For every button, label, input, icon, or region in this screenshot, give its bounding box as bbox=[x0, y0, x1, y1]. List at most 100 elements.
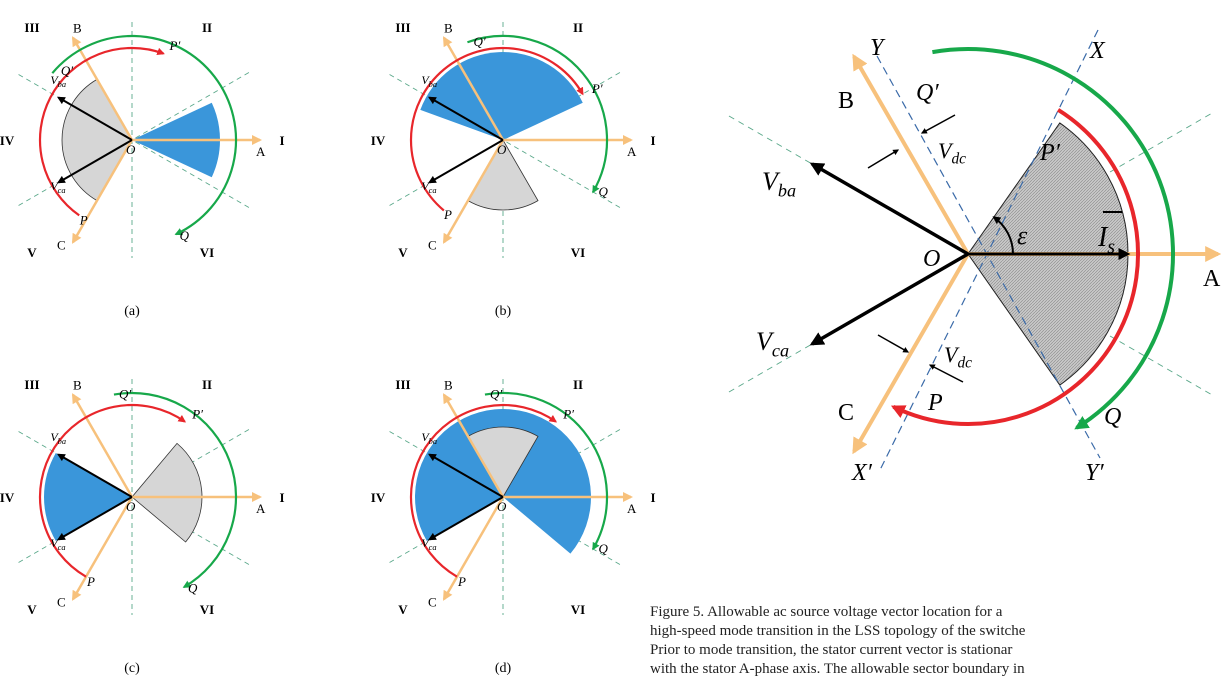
panel-caption-c: (c) bbox=[124, 661, 140, 676]
caption-line-3: Prior to mode transition, the stator cur… bbox=[650, 642, 1013, 658]
label-q-prime: Q′ bbox=[61, 63, 73, 78]
blue-sector bbox=[420, 52, 583, 141]
sector-label-i: I bbox=[650, 490, 655, 505]
sector-label-v: V bbox=[27, 245, 37, 260]
vector-vca bbox=[428, 496, 504, 541]
label-A: A bbox=[256, 144, 266, 159]
phase-axis-c bbox=[852, 253, 970, 455]
sector-label-iv: IV bbox=[371, 133, 386, 148]
sector-label-ii: II bbox=[573, 20, 583, 35]
label-q: Q bbox=[599, 184, 609, 199]
label-origin: O bbox=[126, 142, 136, 157]
sector-label-iv: IV bbox=[0, 133, 15, 148]
label-X: X bbox=[1089, 38, 1106, 64]
sector-label-vi: VI bbox=[200, 602, 214, 617]
phase-axis-b bbox=[852, 53, 970, 255]
sector-label-v: V bbox=[27, 602, 37, 617]
vector-vca bbox=[809, 252, 969, 346]
label-vca: Vca bbox=[421, 536, 436, 552]
sector-label-iii: III bbox=[395, 377, 410, 392]
phase-axis-c bbox=[442, 496, 505, 601]
label-p-prime: P′ bbox=[562, 407, 574, 422]
gray-sector bbox=[467, 426, 539, 498]
label-vba: Vba bbox=[421, 430, 437, 446]
label-P: P bbox=[927, 390, 943, 416]
green-arc bbox=[467, 34, 609, 194]
label-origin: O bbox=[126, 499, 136, 514]
label-vba: Vba bbox=[421, 73, 437, 89]
label-P-prime: P′ bbox=[1039, 140, 1061, 166]
panel-d bbox=[385, 379, 633, 615]
label-p-prime: P′ bbox=[169, 38, 181, 53]
panel-caption-d: (d) bbox=[495, 661, 512, 676]
red-arc bbox=[890, 108, 1141, 426]
red-arc bbox=[38, 403, 187, 578]
label-vca: Vca bbox=[50, 536, 65, 552]
label-vba: Vba bbox=[50, 73, 66, 89]
vector-vba bbox=[809, 162, 969, 256]
label-C: C bbox=[428, 238, 437, 253]
phase-axis-c bbox=[71, 496, 134, 601]
sector-label-vi: VI bbox=[571, 602, 585, 617]
label-C: C bbox=[57, 238, 66, 253]
label-p-prime: P′ bbox=[591, 81, 603, 96]
label-p: P bbox=[79, 212, 88, 227]
vdc-arrow-4 bbox=[928, 364, 964, 383]
sector-label-iii: III bbox=[24, 377, 39, 392]
caption-line-2: high-speed mode transition in the LSS to… bbox=[650, 623, 1026, 639]
phase-axis-b bbox=[71, 36, 134, 141]
label-B: B bbox=[73, 377, 82, 392]
phase-axis-c bbox=[71, 139, 134, 244]
label-vba: Vba bbox=[762, 167, 796, 201]
label-X-prime: X′ bbox=[851, 460, 873, 486]
phase-axis-b bbox=[71, 393, 134, 498]
sector-label-vi: VI bbox=[571, 245, 585, 260]
gray-sector bbox=[61, 78, 133, 202]
label-A: A bbox=[1203, 266, 1221, 292]
label-p: P bbox=[443, 207, 452, 222]
label-B: B bbox=[838, 88, 854, 114]
label-C: C bbox=[838, 400, 854, 426]
panel-caption-b: (b) bbox=[495, 304, 512, 319]
red-arc bbox=[38, 46, 165, 217]
label-p-prime: P′ bbox=[191, 407, 203, 422]
sector-label-i: I bbox=[279, 490, 284, 505]
vector-vba bbox=[428, 96, 504, 141]
phase-axis-c bbox=[442, 139, 505, 244]
panel-c bbox=[14, 379, 262, 615]
caption-line-1: Figure 5. Allowable ac source voltage ve… bbox=[650, 604, 1003, 620]
phase-axis-b bbox=[442, 36, 505, 141]
label-q: Q bbox=[188, 581, 198, 596]
vector-vba bbox=[57, 96, 133, 141]
label-q: Q bbox=[599, 541, 609, 556]
panel-b bbox=[385, 22, 633, 258]
label-vdc-top: Vdc bbox=[938, 138, 966, 168]
green-arc bbox=[932, 47, 1175, 430]
red-arc bbox=[409, 46, 584, 212]
label-p: P bbox=[457, 574, 466, 589]
label-origin: O bbox=[497, 142, 507, 157]
gray-sector bbox=[131, 442, 203, 543]
sector-label-ii: II bbox=[202, 377, 212, 392]
label-q-prime: Q′ bbox=[473, 34, 485, 49]
green-arc bbox=[113, 391, 238, 589]
label-vdc-bottom: Vdc bbox=[944, 342, 972, 372]
label-epsilon: ε bbox=[1017, 221, 1028, 250]
label-C: C bbox=[428, 595, 437, 610]
label-p: P bbox=[86, 574, 95, 589]
vdc-arrow-1 bbox=[867, 149, 900, 169]
label-origin: O bbox=[497, 499, 507, 514]
phase-axis-b bbox=[442, 393, 505, 498]
label-vba: Vba bbox=[50, 430, 66, 446]
figure-caption: Figure 5. Allowable ac source voltage ve… bbox=[650, 603, 1225, 679]
label-A: A bbox=[256, 501, 266, 516]
red-arc bbox=[409, 403, 558, 578]
sector-label-iv: IV bbox=[371, 490, 386, 505]
vdc-arrow-3 bbox=[877, 334, 910, 353]
sector-label-iii: III bbox=[24, 20, 39, 35]
label-B: B bbox=[73, 20, 82, 35]
label-is: Is bbox=[1097, 222, 1115, 258]
label-origin: O bbox=[923, 246, 940, 272]
